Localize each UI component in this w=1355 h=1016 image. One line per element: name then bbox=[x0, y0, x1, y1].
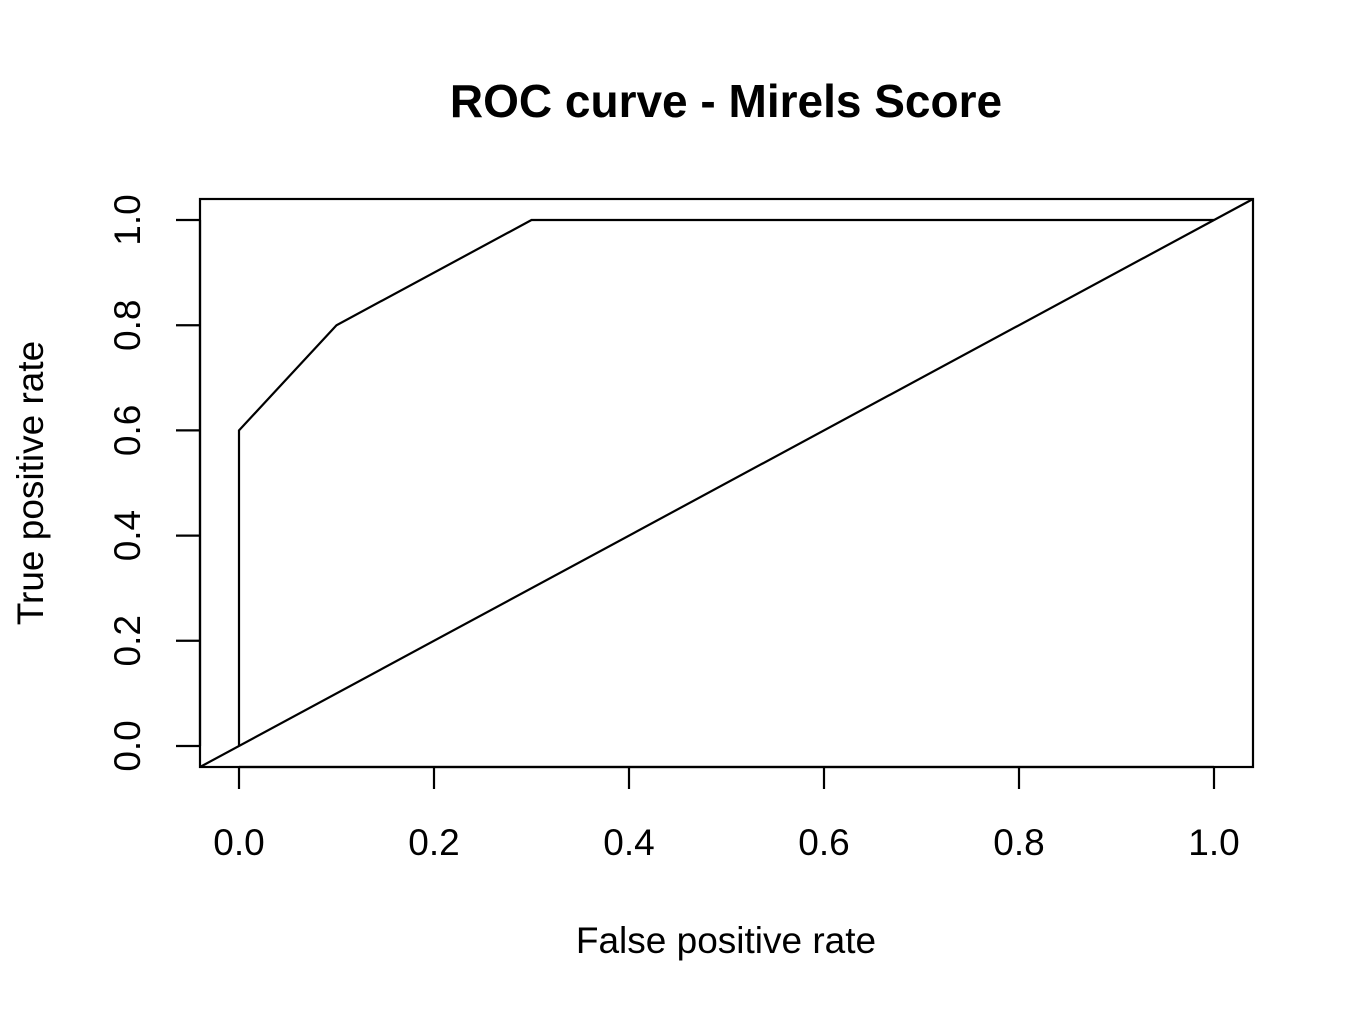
x-tick-label: 1.0 bbox=[1188, 822, 1239, 863]
chart-title: ROC curve - Mirels Score bbox=[450, 75, 1002, 127]
y-tick-label: 1.0 bbox=[107, 194, 148, 245]
y-tick-label: 0.4 bbox=[107, 510, 148, 561]
y-tick-label: 0.2 bbox=[107, 615, 148, 666]
y-axis: 0.0 0.2 0.4 0.6 0.8 1.0 bbox=[107, 194, 202, 772]
roc-curve-line bbox=[237, 218, 1214, 746]
y-axis-label: True positive rate bbox=[10, 341, 51, 625]
x-tick-label: 0.8 bbox=[993, 822, 1044, 863]
y-tick-label: 0.0 bbox=[107, 720, 148, 771]
x-tick-label: 0.2 bbox=[408, 822, 459, 863]
x-axis-label: False positive rate bbox=[576, 920, 876, 961]
diagonal-reference-line bbox=[199, 198, 1254, 768]
y-tick-label: 0.8 bbox=[107, 300, 148, 351]
x-tick-label: 0.4 bbox=[603, 822, 654, 863]
x-axis: 0.0 0.2 0.4 0.6 0.8 1.0 bbox=[213, 765, 1240, 863]
x-tick-label: 0.6 bbox=[798, 822, 849, 863]
x-tick-label: 0.0 bbox=[213, 822, 264, 863]
y-tick-label: 0.6 bbox=[107, 405, 148, 456]
